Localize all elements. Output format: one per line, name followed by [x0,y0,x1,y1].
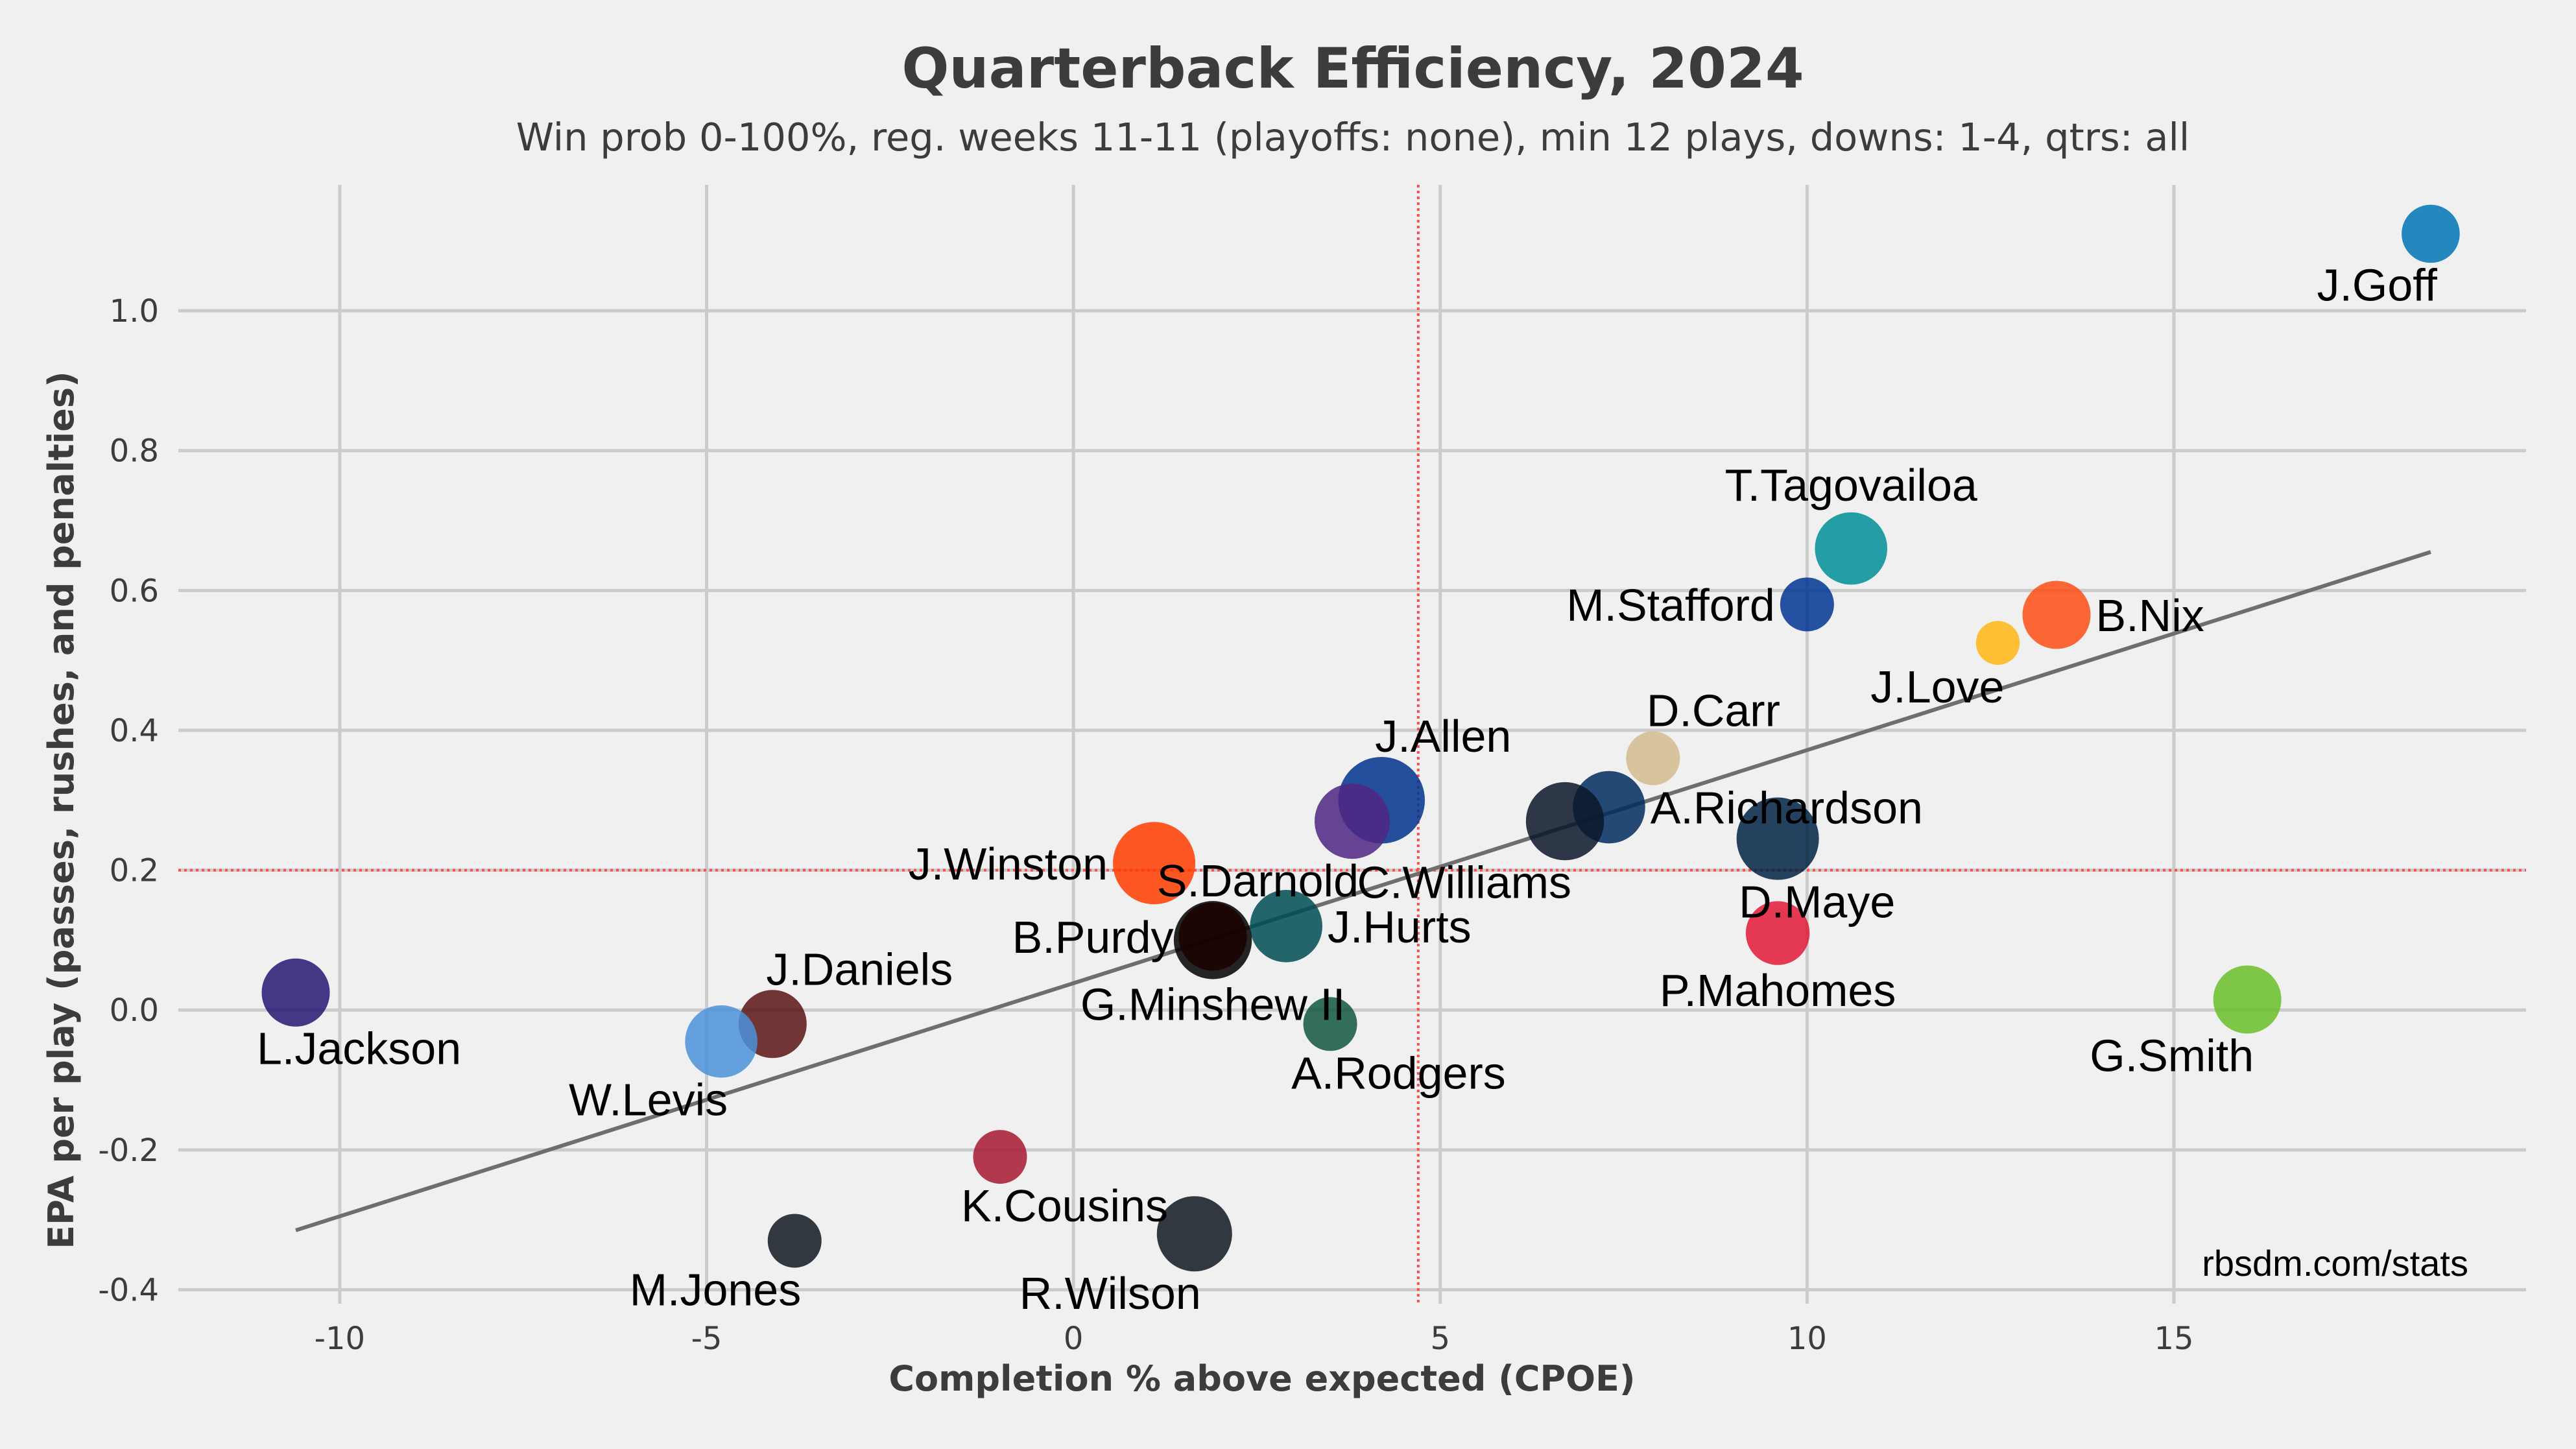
point-label: L.Jackson [257,1024,461,1074]
point-k-cousins[interactable] [973,1130,1027,1184]
point-j-winston[interactable] [1113,822,1196,905]
chart-title: Quarterback Efficiency, 2024 [901,36,1804,101]
point-label: J.Goff [2317,259,2437,310]
point-label: J.Allen [1375,711,1511,761]
y-tick-label: 0.2 [110,853,159,889]
point-label: D.Carr [1647,686,1780,736]
point-label: J.Love [1870,662,2004,712]
point-m-jones[interactable] [767,1214,822,1268]
point-w-levis[interactable] [685,1005,757,1078]
y-tick-label: 0.6 [110,573,159,609]
point-label: B.Nix [2096,590,2204,641]
y-tick-label: -0.4 [98,1272,159,1308]
point-label: A.Rodgers [1291,1048,1506,1098]
chart-subtitle: Win prob 0-100%, reg. weeks 11-11 (playo… [516,115,2190,160]
point-label: C.Williams [1357,857,1572,907]
points [261,204,2460,1272]
point-label: G.Minshew II [1080,979,1345,1030]
point-p-mahomes[interactable] [1745,901,1810,965]
point-m-stafford[interactable] [1780,577,1834,632]
tick-labels: -10 -5 0 5 10 15 -0.4 -0.2 0.0 0.2 0.4 0.6 0.8 1.0 [98,293,2193,1357]
point-label: B.Purdy [1012,912,1174,963]
point-label: J.Daniels [766,944,953,994]
point-s-darnold[interactable] [1315,784,1390,859]
y-tick-label: 0.4 [110,713,159,749]
point-d-maye[interactable] [1736,797,1819,880]
y-tick-label: 0.0 [110,992,159,1029]
x-tick-label: -5 [691,1321,722,1357]
y-axis-label: EPA per play (passes, rushes, and penalt… [41,371,82,1249]
point-c-williams[interactable] [1525,782,1604,861]
point-labels: J.Goff T.Tagovailoa M.Stafford B.Nix J.Love D… [257,259,2437,1319]
x-axis-label: Completion % above expected (CPOE) [888,1358,1635,1399]
point-label: K.Cousins [961,1180,1168,1231]
point-b-nix[interactable] [2022,581,2091,649]
point-label: T.Tagovailoa [1725,460,1977,510]
x-tick-label: 5 [1430,1321,1450,1357]
trend-line-group [295,550,2431,1232]
y-tick-label: 1.0 [110,293,159,329]
point-j-love[interactable] [1975,621,2020,665]
point-label: S.Darnold [1157,856,1359,906]
point-t-tagovailoa[interactable] [1815,512,1888,585]
point-j-goff[interactable] [2402,204,2460,263]
trend-line [295,550,2431,1232]
point-j-hurts[interactable] [1250,890,1322,963]
y-tick-label: -0.2 [98,1132,159,1169]
point-d-carr[interactable] [1626,731,1680,785]
point-r-wilson[interactable] [1156,1196,1232,1272]
x-tick-label: 15 [2154,1321,2193,1357]
point-label: M.Stafford [1566,580,1775,630]
point-g-minshew-ii[interactable] [1173,901,1252,979]
x-tick-label: 0 [1064,1321,1084,1357]
source-credit: rbsdm.com/stats [2202,1243,2468,1284]
point-label: W.Levis [569,1075,728,1125]
point-g-smith[interactable] [2213,965,2282,1034]
point-label: G.Smith [2090,1031,2254,1081]
y-tick-label: 0.8 [110,433,159,470]
x-tick-label: 10 [1787,1321,1827,1357]
reference-lines [178,185,2526,1304]
point-label: M.Jones [630,1264,802,1315]
point-label: R.Wilson [1020,1268,1201,1319]
point-label: A.Richardson [1651,783,1923,833]
point-a-rodgers[interactable] [1303,997,1357,1051]
point-label: D.Maye [1739,877,1895,928]
point-label: J.Winston [909,839,1108,889]
point-label: P.Mahomes [1660,965,1896,1016]
x-tick-label: -10 [315,1321,365,1357]
point-label: J.Hurts [1328,902,1472,952]
point-l-jackson[interactable] [261,958,330,1027]
